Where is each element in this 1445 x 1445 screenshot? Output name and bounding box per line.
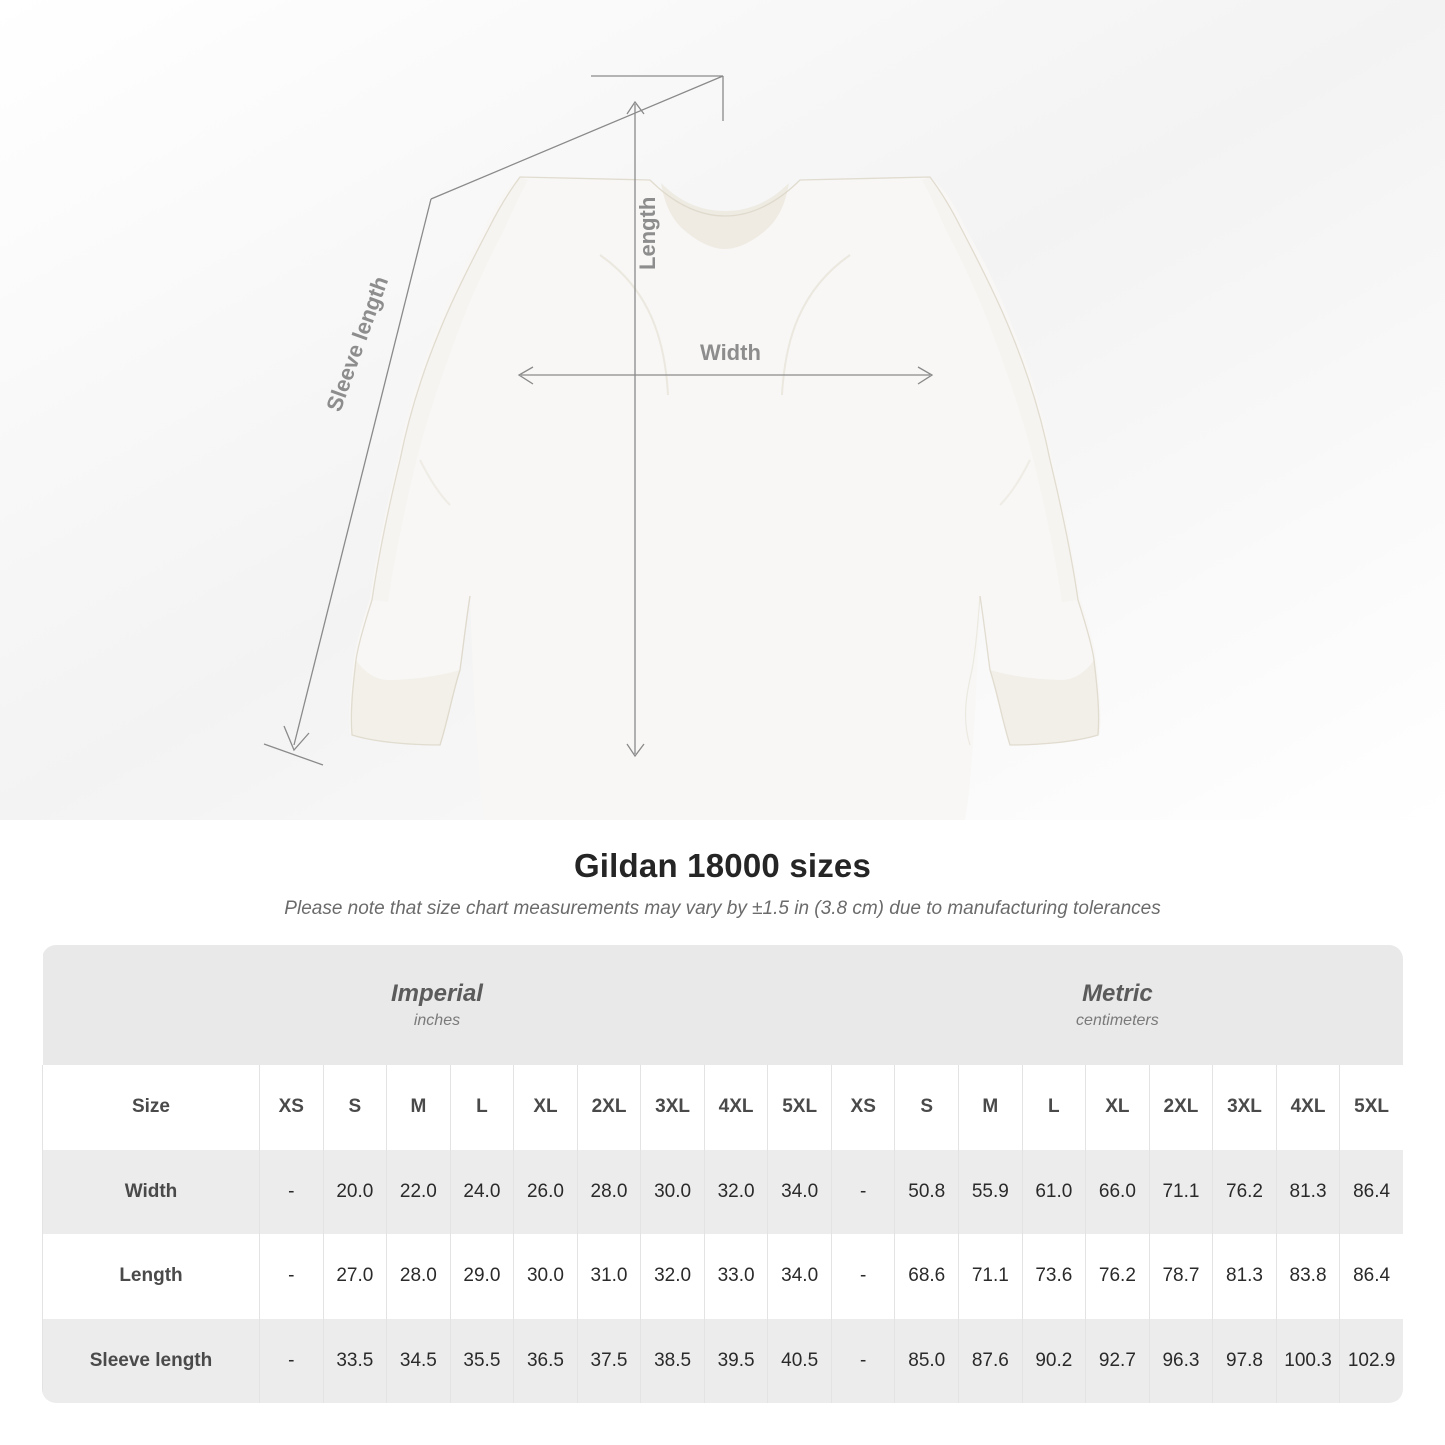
svg-text:Width: Width bbox=[700, 340, 761, 365]
svg-text:Length: Length bbox=[635, 197, 660, 270]
